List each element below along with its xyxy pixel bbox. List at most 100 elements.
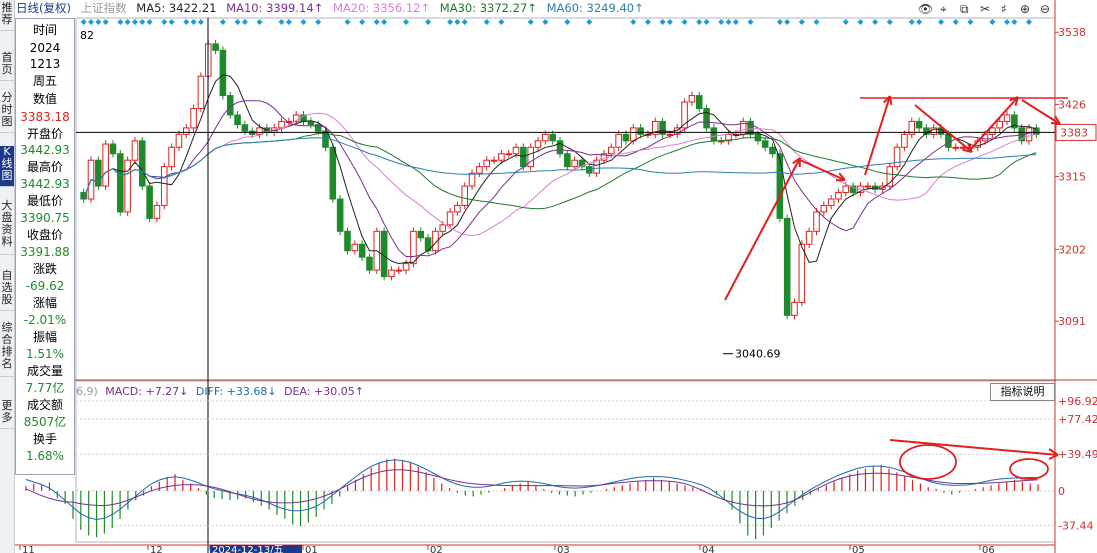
signal-marker [696,19,703,25]
signal-marker [857,19,864,25]
signal-marker [95,19,102,25]
candle-body [344,230,351,252]
tab-more[interactable]: 更 多 [0,400,14,429]
candle-body [703,108,710,129]
signal-marker [381,19,388,25]
signal-marker [425,19,432,25]
candle-body [945,133,952,148]
trend-arrow-6 [1021,99,1061,125]
candle-body [608,146,615,155]
sidebar-nav: 推 荐 首 页 分 时 图 K 线 图 大 盘 资 料 自 选 股 综 合 排 … [0,0,15,553]
tab-intraday[interactable]: 分 时 图 [0,92,14,133]
turnover-value: 8507亿 [23,415,67,429]
chart-title[interactable]: 日线(复权) [16,1,71,15]
pin-icon[interactable]: ♯ [1001,2,1007,16]
candle-body [842,185,850,194]
eye-icon[interactable]: 👁 [918,2,934,16]
change-label: 涨跌 [32,262,57,276]
candle-body [190,108,197,129]
candle-body [681,101,688,129]
candle-body [798,243,806,303]
candle-body [109,143,117,155]
signal-marker [718,19,725,25]
candle-body [542,133,549,142]
signal-marker [117,19,124,25]
date-tick-label: 01 [305,545,318,553]
signal-marker [403,19,410,25]
candle-body [139,140,146,187]
price-tick-label: 3091 [1058,315,1086,328]
candle-body [439,224,447,232]
signal-marker [219,19,226,25]
macd-highlight-ellipse-1 [899,444,957,480]
candle-body [761,140,769,148]
low-annotation-label: 3040.69 [735,348,781,361]
macd-divergence-arrow-head [1048,448,1059,460]
zoom-out-icon[interactable]: ⊖ [1040,2,1051,16]
price-tick-label: 3538 [1058,26,1086,39]
candle-body [629,127,637,142]
price-tick-label: 3202 [1058,243,1086,256]
signal-marker [644,19,651,25]
turnrate-value: 1.68% [25,449,65,463]
signal-marker [256,19,263,25]
copy-icon[interactable]: ⧉ [960,2,969,16]
signal-marker [197,19,204,25]
signal-marker [241,19,248,25]
candle-body [688,95,696,103]
scissors-icon[interactable]: ✂ [980,2,991,16]
candle-body [1003,114,1011,122]
candle-body [637,127,644,135]
tab-market-info[interactable]: 大 盘 资 料 [0,200,14,255]
price-tick-label: 3315 [1058,170,1086,183]
signal-marker [916,19,923,25]
date-tick-label: 2024-12-13/五 [212,545,283,553]
signal-marker [124,19,131,25]
tab-kline[interactable]: K 线 图 [0,146,14,187]
candle-body [182,127,190,135]
signal-marker [461,19,468,25]
candle-body [292,114,300,122]
candle-body [468,172,476,187]
candle-body [432,230,439,252]
close-label: 收盘价 [26,228,63,242]
signal-marker [1011,19,1018,25]
macd-tick-label: +77.42 [1058,413,1097,426]
signal-marker [732,19,739,25]
candle-body [131,140,139,161]
zoom-in-icon[interactable]: ⊕ [1020,2,1031,16]
candle-body [160,166,168,206]
tab-watchlist[interactable]: 自 选 股 [0,270,14,311]
candle-body [776,153,784,219]
data-info-panel: 时间 2024 1213 周五 数值 3383.18 开盘价 3442.93 最… [15,18,75,475]
dea-value-label: DEA: +30.05↑ [284,385,364,398]
tab-ranking[interactable]: 综 合 排 名 [0,322,14,377]
candle-body [219,49,227,97]
tab-home[interactable]: 首 页 [0,52,14,81]
indicator-help-button[interactable]: 指标说明 [990,383,1055,401]
candle-body [805,230,813,245]
tab-recommend[interactable]: 推 荐 [0,2,14,31]
signal-marker [1004,19,1011,25]
signal-marker [681,19,688,25]
date-value: 1213 [29,57,61,71]
trend-arrow-1-head [792,157,801,168]
macd-highlight-ellipse-2 [1009,458,1049,480]
signal-marker [886,19,893,25]
candle-body [146,185,153,219]
candle-body [153,204,161,219]
candle-body [168,146,175,168]
candle-body [996,120,1003,129]
crosshair-icon[interactable]: ⌖ [940,2,947,16]
trend-arrow-2-head [835,172,846,182]
candle-body [820,204,828,213]
signal-marker [300,19,307,25]
candle-body [490,159,498,162]
pct-label: 涨幅 [32,296,57,310]
signal-marker [190,19,197,25]
signal-marker [564,19,571,25]
candle-body [175,133,183,148]
candle-body [827,198,835,206]
candle-body [322,130,329,148]
